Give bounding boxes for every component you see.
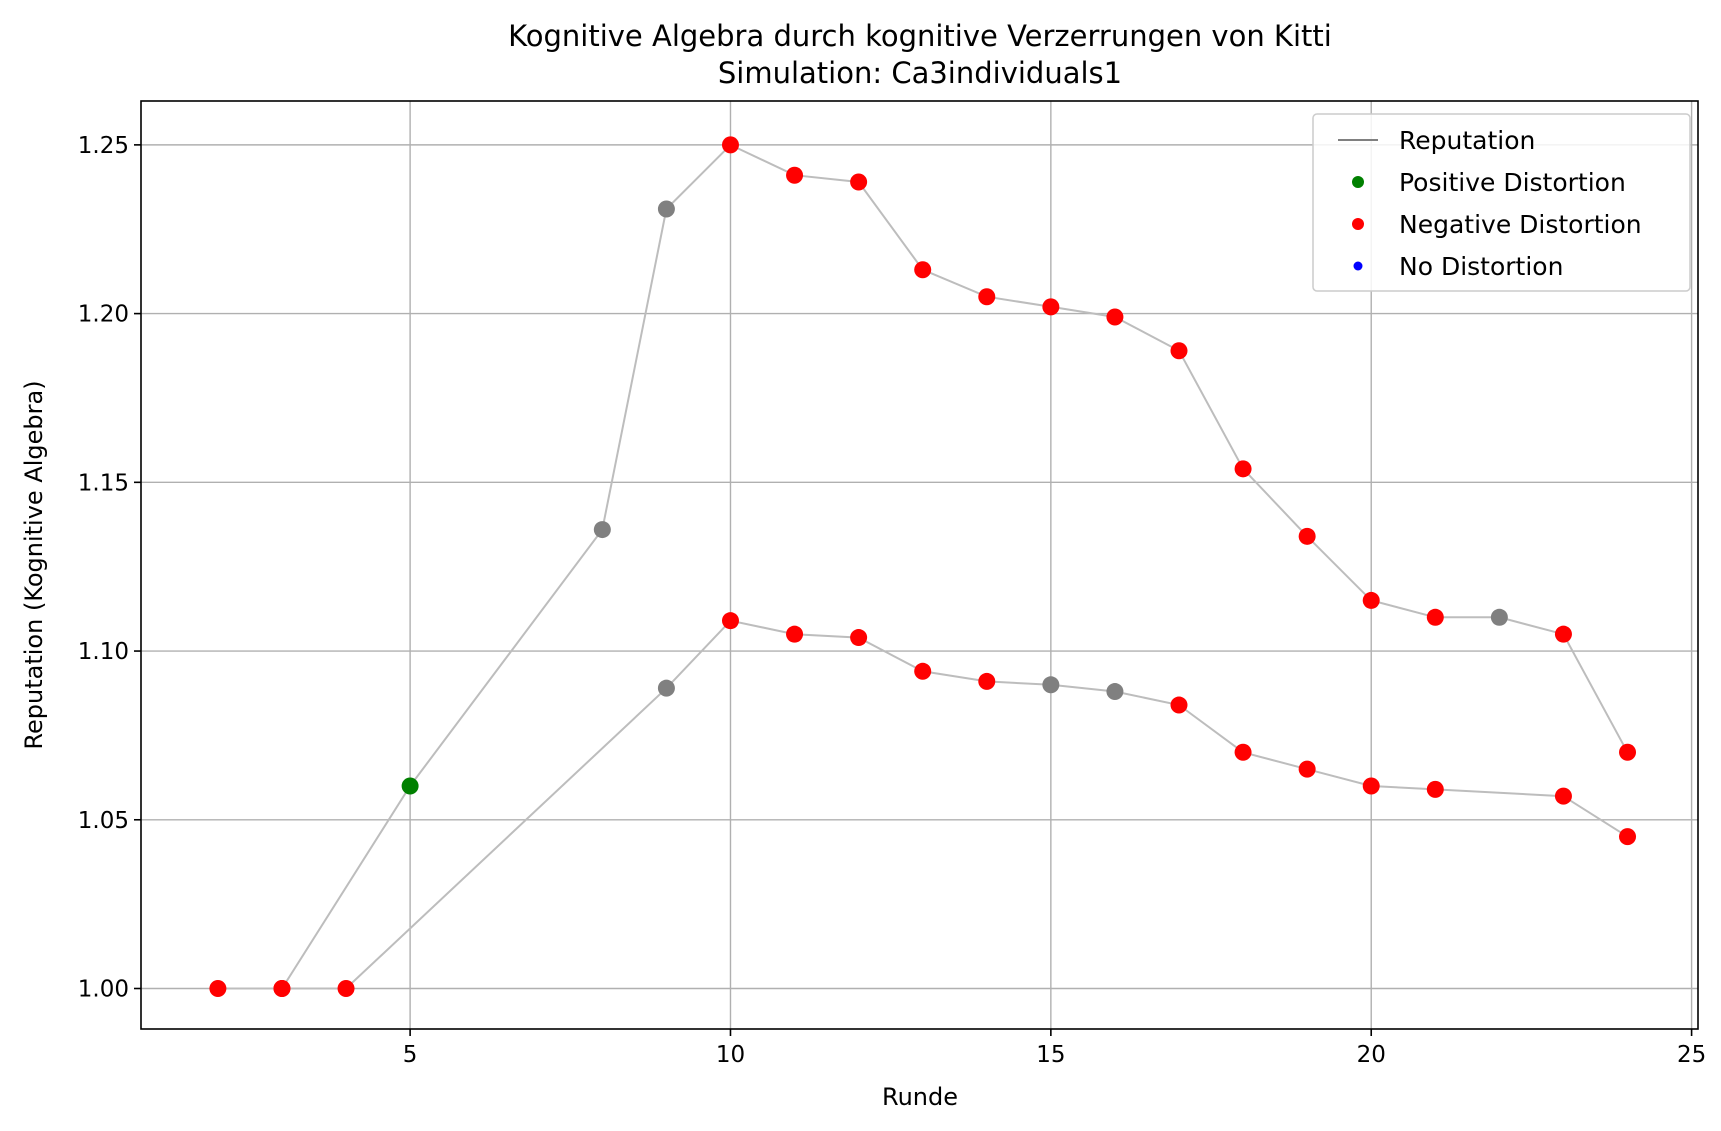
x-axis-ticks: 5 10 15 20 25 <box>403 1029 1706 1068</box>
data-point-negative <box>273 980 291 998</box>
y-axis-label: Reputation (Kognitive Algebra) <box>20 380 48 749</box>
series-line <box>217 143 1629 990</box>
data-point-negative <box>1298 527 1316 545</box>
data-point-negative <box>1234 743 1252 761</box>
data-point-negative <box>1554 625 1572 643</box>
data-point-negative <box>1234 460 1252 478</box>
data-point-positive <box>401 777 419 795</box>
legend-marker-positive-distortion <box>1352 176 1364 188</box>
chart-title: Kognitive Algebra durch kognitive Verzer… <box>508 19 1332 53</box>
data-point-neutral <box>1490 608 1508 626</box>
data-point-negative <box>978 672 996 690</box>
y-tick-label: 1.05 <box>78 808 129 834</box>
x-tick-label: 5 <box>403 1042 418 1068</box>
data-point-neutral <box>1106 683 1124 701</box>
data-point-negative <box>1554 787 1572 805</box>
data-point-negative <box>1619 743 1637 761</box>
chart-subtitle: Simulation: Ca3individuals1 <box>718 56 1122 90</box>
data-point-negative <box>1426 608 1444 626</box>
y-axis-ticks: 1.00 1.05 1.10 1.15 1.20 1.25 <box>78 133 141 1003</box>
x-axis-label: Runde <box>882 1083 958 1111</box>
x-tick-label: 10 <box>716 1042 745 1068</box>
x-tick-label: 25 <box>1677 1042 1706 1068</box>
data-point-negative <box>1426 780 1444 798</box>
legend-label-reputation: Reputation <box>1399 126 1535 155</box>
data-point-negative <box>850 173 868 191</box>
plot-frame <box>140 100 1699 1030</box>
data-point-negative <box>1170 342 1188 360</box>
y-tick-label: 1.20 <box>78 302 129 328</box>
data-point-neutral <box>657 200 675 218</box>
legend-box <box>1312 113 1691 292</box>
data-point-negative <box>914 662 932 680</box>
y-tick-label: 1.10 <box>78 639 129 665</box>
data-point-negative <box>978 288 996 306</box>
data-point-neutral <box>1042 676 1060 694</box>
legend-marker-negative-distortion <box>1352 218 1364 230</box>
x-tick-label: 20 <box>1357 1042 1386 1068</box>
data-point-negative <box>1042 298 1060 316</box>
legend-marker-no-distortion <box>1353 261 1363 271</box>
y-tick-label: 1.00 <box>78 977 129 1003</box>
y-tick-label: 1.25 <box>78 133 129 159</box>
data-point-negative <box>721 136 739 154</box>
data-point-negative <box>786 166 804 184</box>
data-point-negative <box>850 629 868 647</box>
data-points <box>209 136 1637 998</box>
data-point-negative <box>1170 696 1188 714</box>
series-line <box>282 619 1629 990</box>
data-point-negative <box>1362 777 1380 795</box>
data-point-negative <box>721 612 739 630</box>
legend-label-no-distortion: No Distortion <box>1399 252 1563 281</box>
legend-label-positive-distortion: Positive Distortion <box>1399 168 1626 197</box>
data-point-neutral <box>593 521 611 539</box>
data-point-negative <box>1362 591 1380 609</box>
data-point-negative <box>1619 828 1637 846</box>
data-point-negative <box>786 625 804 643</box>
data-point-neutral <box>657 679 675 697</box>
legend: Reputation Positive Distortion Negative … <box>1312 113 1691 292</box>
data-point-negative <box>337 980 355 998</box>
data-point-negative <box>209 980 227 998</box>
gridlines <box>141 101 1698 1029</box>
legend-label-negative-distortion: Negative Distortion <box>1399 210 1642 239</box>
x-tick-label: 15 <box>1036 1042 1065 1068</box>
data-point-negative <box>1106 308 1124 326</box>
data-point-negative <box>914 261 932 279</box>
y-tick-label: 1.15 <box>78 470 129 496</box>
data-point-negative <box>1298 760 1316 778</box>
